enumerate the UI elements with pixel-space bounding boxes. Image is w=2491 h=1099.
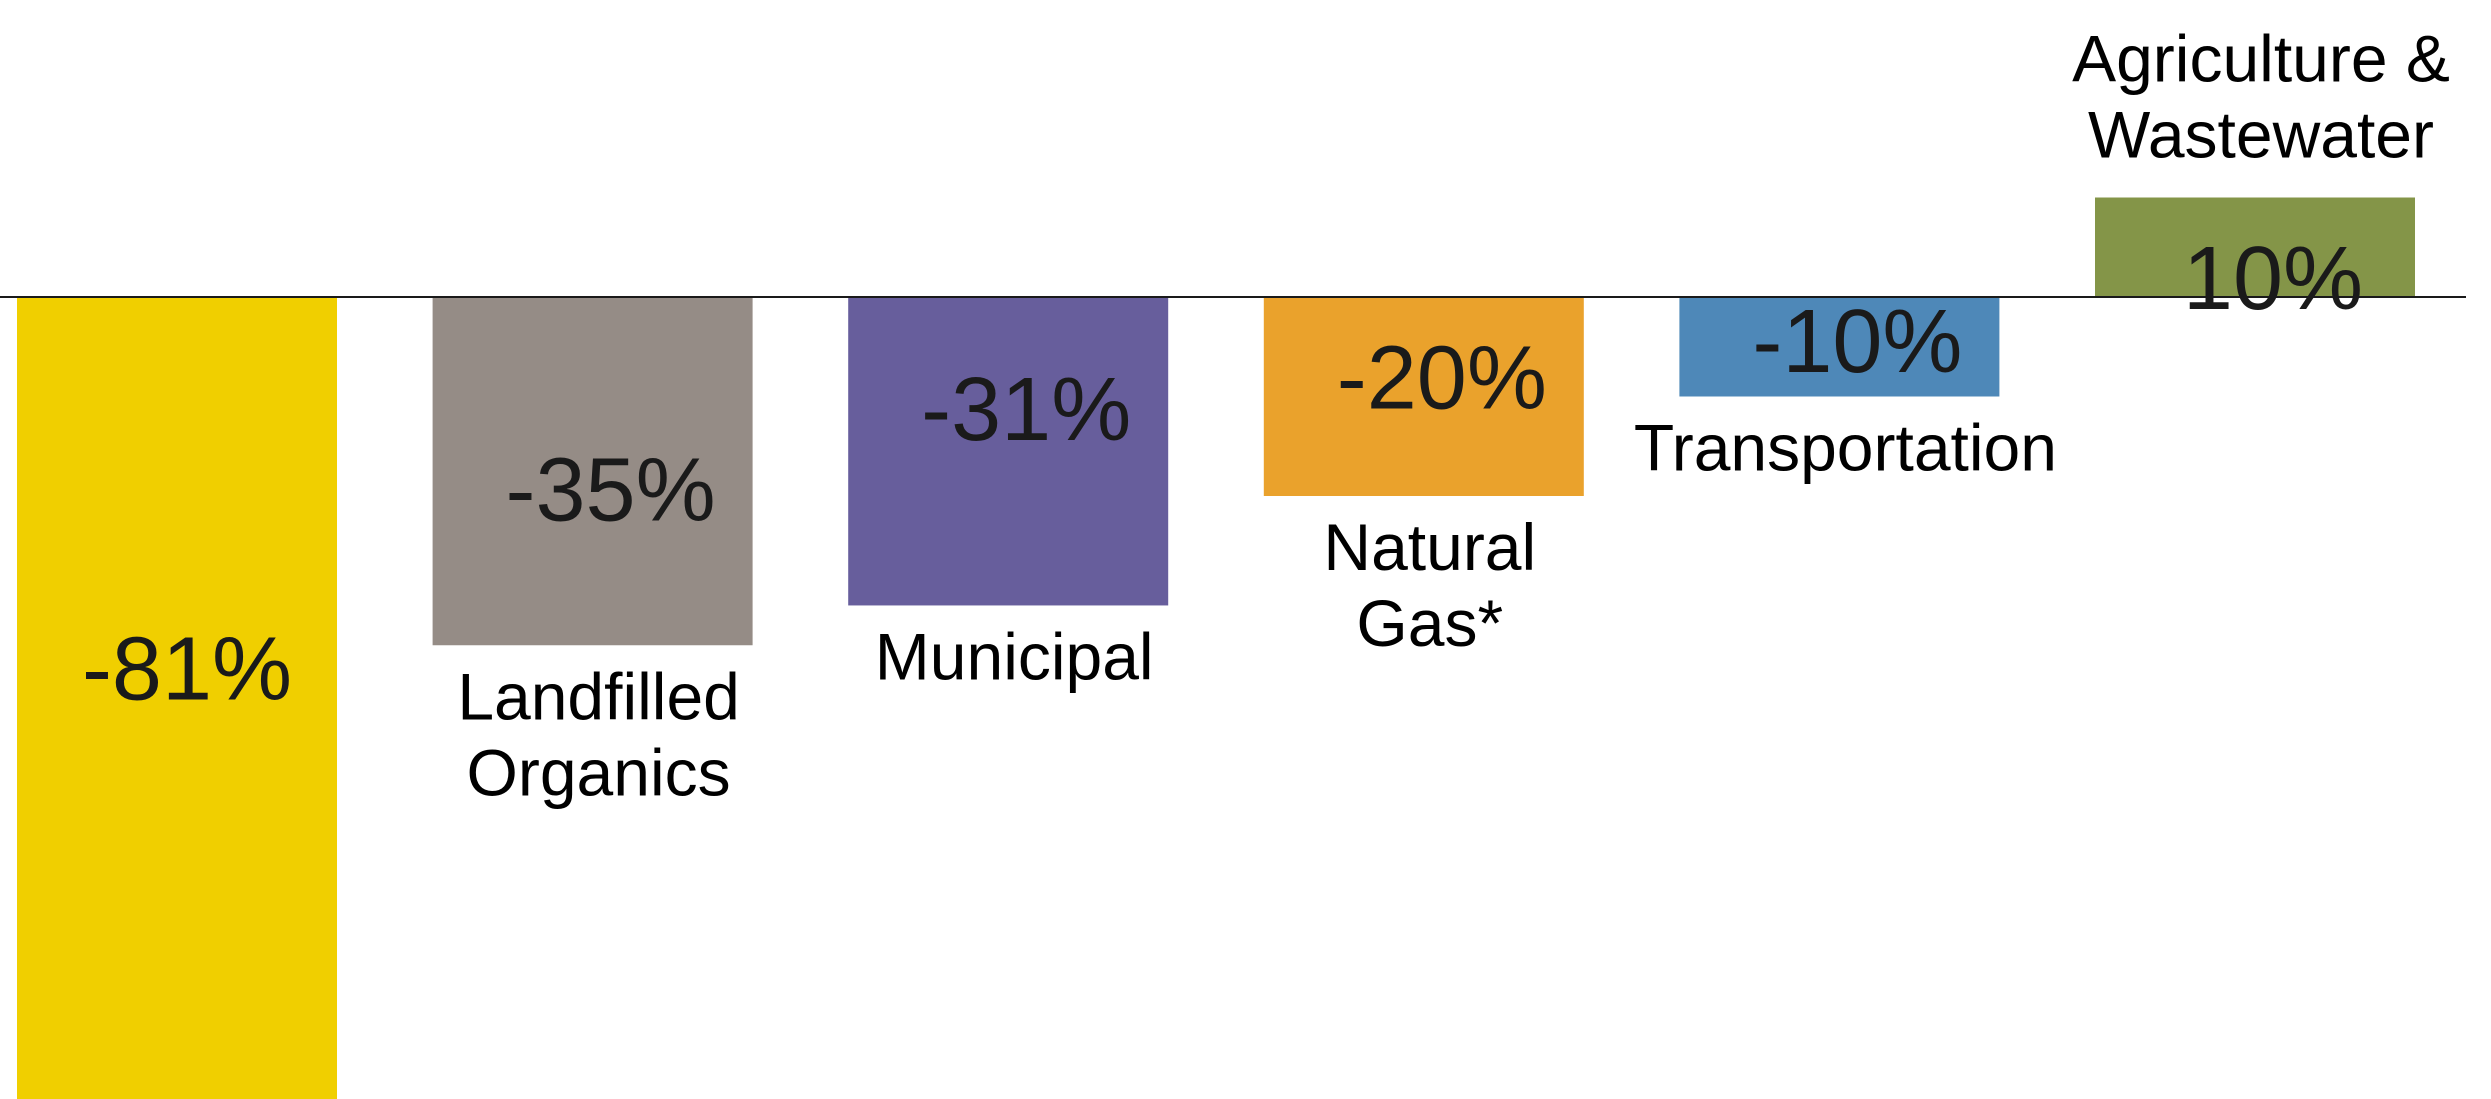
category-label-line: Agriculture & [2072,22,2450,96]
category-label-line: Gas* [1356,586,1503,660]
category-label-2: Municipal [875,619,1154,693]
value-label-4: -10% [1752,292,1962,392]
value-label-1: -35% [506,441,716,541]
category-label-line: Municipal [875,619,1154,693]
category-label-4: Transportation [1634,411,2057,485]
value-label-2: -31% [921,360,1131,460]
value-labels-group: -81% -35% -31% -20% -10% 10% [82,229,2363,720]
value-label-3: -20% [1337,329,1547,429]
bar-0 [17,297,337,1099]
category-label-1: Landfilled Organics [457,659,740,809]
category-label-line: Transportation [1634,411,2057,485]
value-label-5: 10% [2183,229,2363,329]
category-label-3: Natural Gas* [1323,510,1536,660]
bars-group [17,197,2415,1099]
category-label-line: Landfilled [457,659,740,733]
bar-2 [848,297,1169,606]
category-labels-group: Landfilled Organics Municipal Natural Gas* Tr… [457,22,2450,810]
category-label-5: Agriculture & Wastewater [2072,22,2450,172]
value-label-0: -81% [82,620,292,720]
bar-3 [1263,297,1584,496]
bar-5 [2095,197,2415,297]
category-label-line: Natural [1323,510,1536,584]
bar-4 [1679,297,2000,397]
category-label-line: Wastewater [2088,98,2434,172]
category-label-line: Organics [467,735,731,809]
bar-1 [432,297,753,646]
